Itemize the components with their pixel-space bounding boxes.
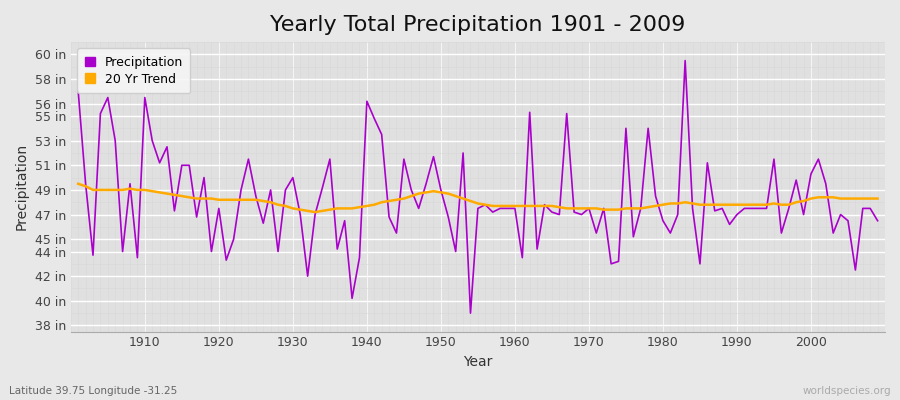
20 Yr Trend [606,207,616,212]
20 Yr Trend [310,210,320,214]
Precipitation [465,311,476,316]
Precipitation [339,218,350,223]
20 Yr Trend [872,196,883,201]
Precipitation [606,262,616,266]
Title: Yearly Total Precipitation 1901 - 2009: Yearly Total Precipitation 1901 - 2009 [270,15,686,35]
Text: Latitude 39.75 Longitude -31.25: Latitude 39.75 Longitude -31.25 [9,386,177,396]
X-axis label: Year: Year [464,355,492,369]
Precipitation [872,218,883,223]
Precipitation [73,89,84,94]
Precipitation [517,255,527,260]
Precipitation [132,255,143,260]
20 Yr Trend [509,204,520,208]
20 Yr Trend [73,181,84,186]
Text: worldspecies.org: worldspecies.org [803,386,891,396]
Y-axis label: Precipitation: Precipitation [15,143,29,230]
20 Yr Trend [346,206,357,211]
20 Yr Trend [132,188,143,192]
Precipitation [509,206,520,211]
Precipitation [680,58,690,63]
Line: 20 Yr Trend: 20 Yr Trend [78,184,878,212]
20 Yr Trend [517,204,527,208]
Line: Precipitation: Precipitation [78,60,878,313]
Legend: Precipitation, 20 Yr Trend: Precipitation, 20 Yr Trend [77,48,190,93]
Precipitation [295,212,306,217]
20 Yr Trend [295,207,306,212]
